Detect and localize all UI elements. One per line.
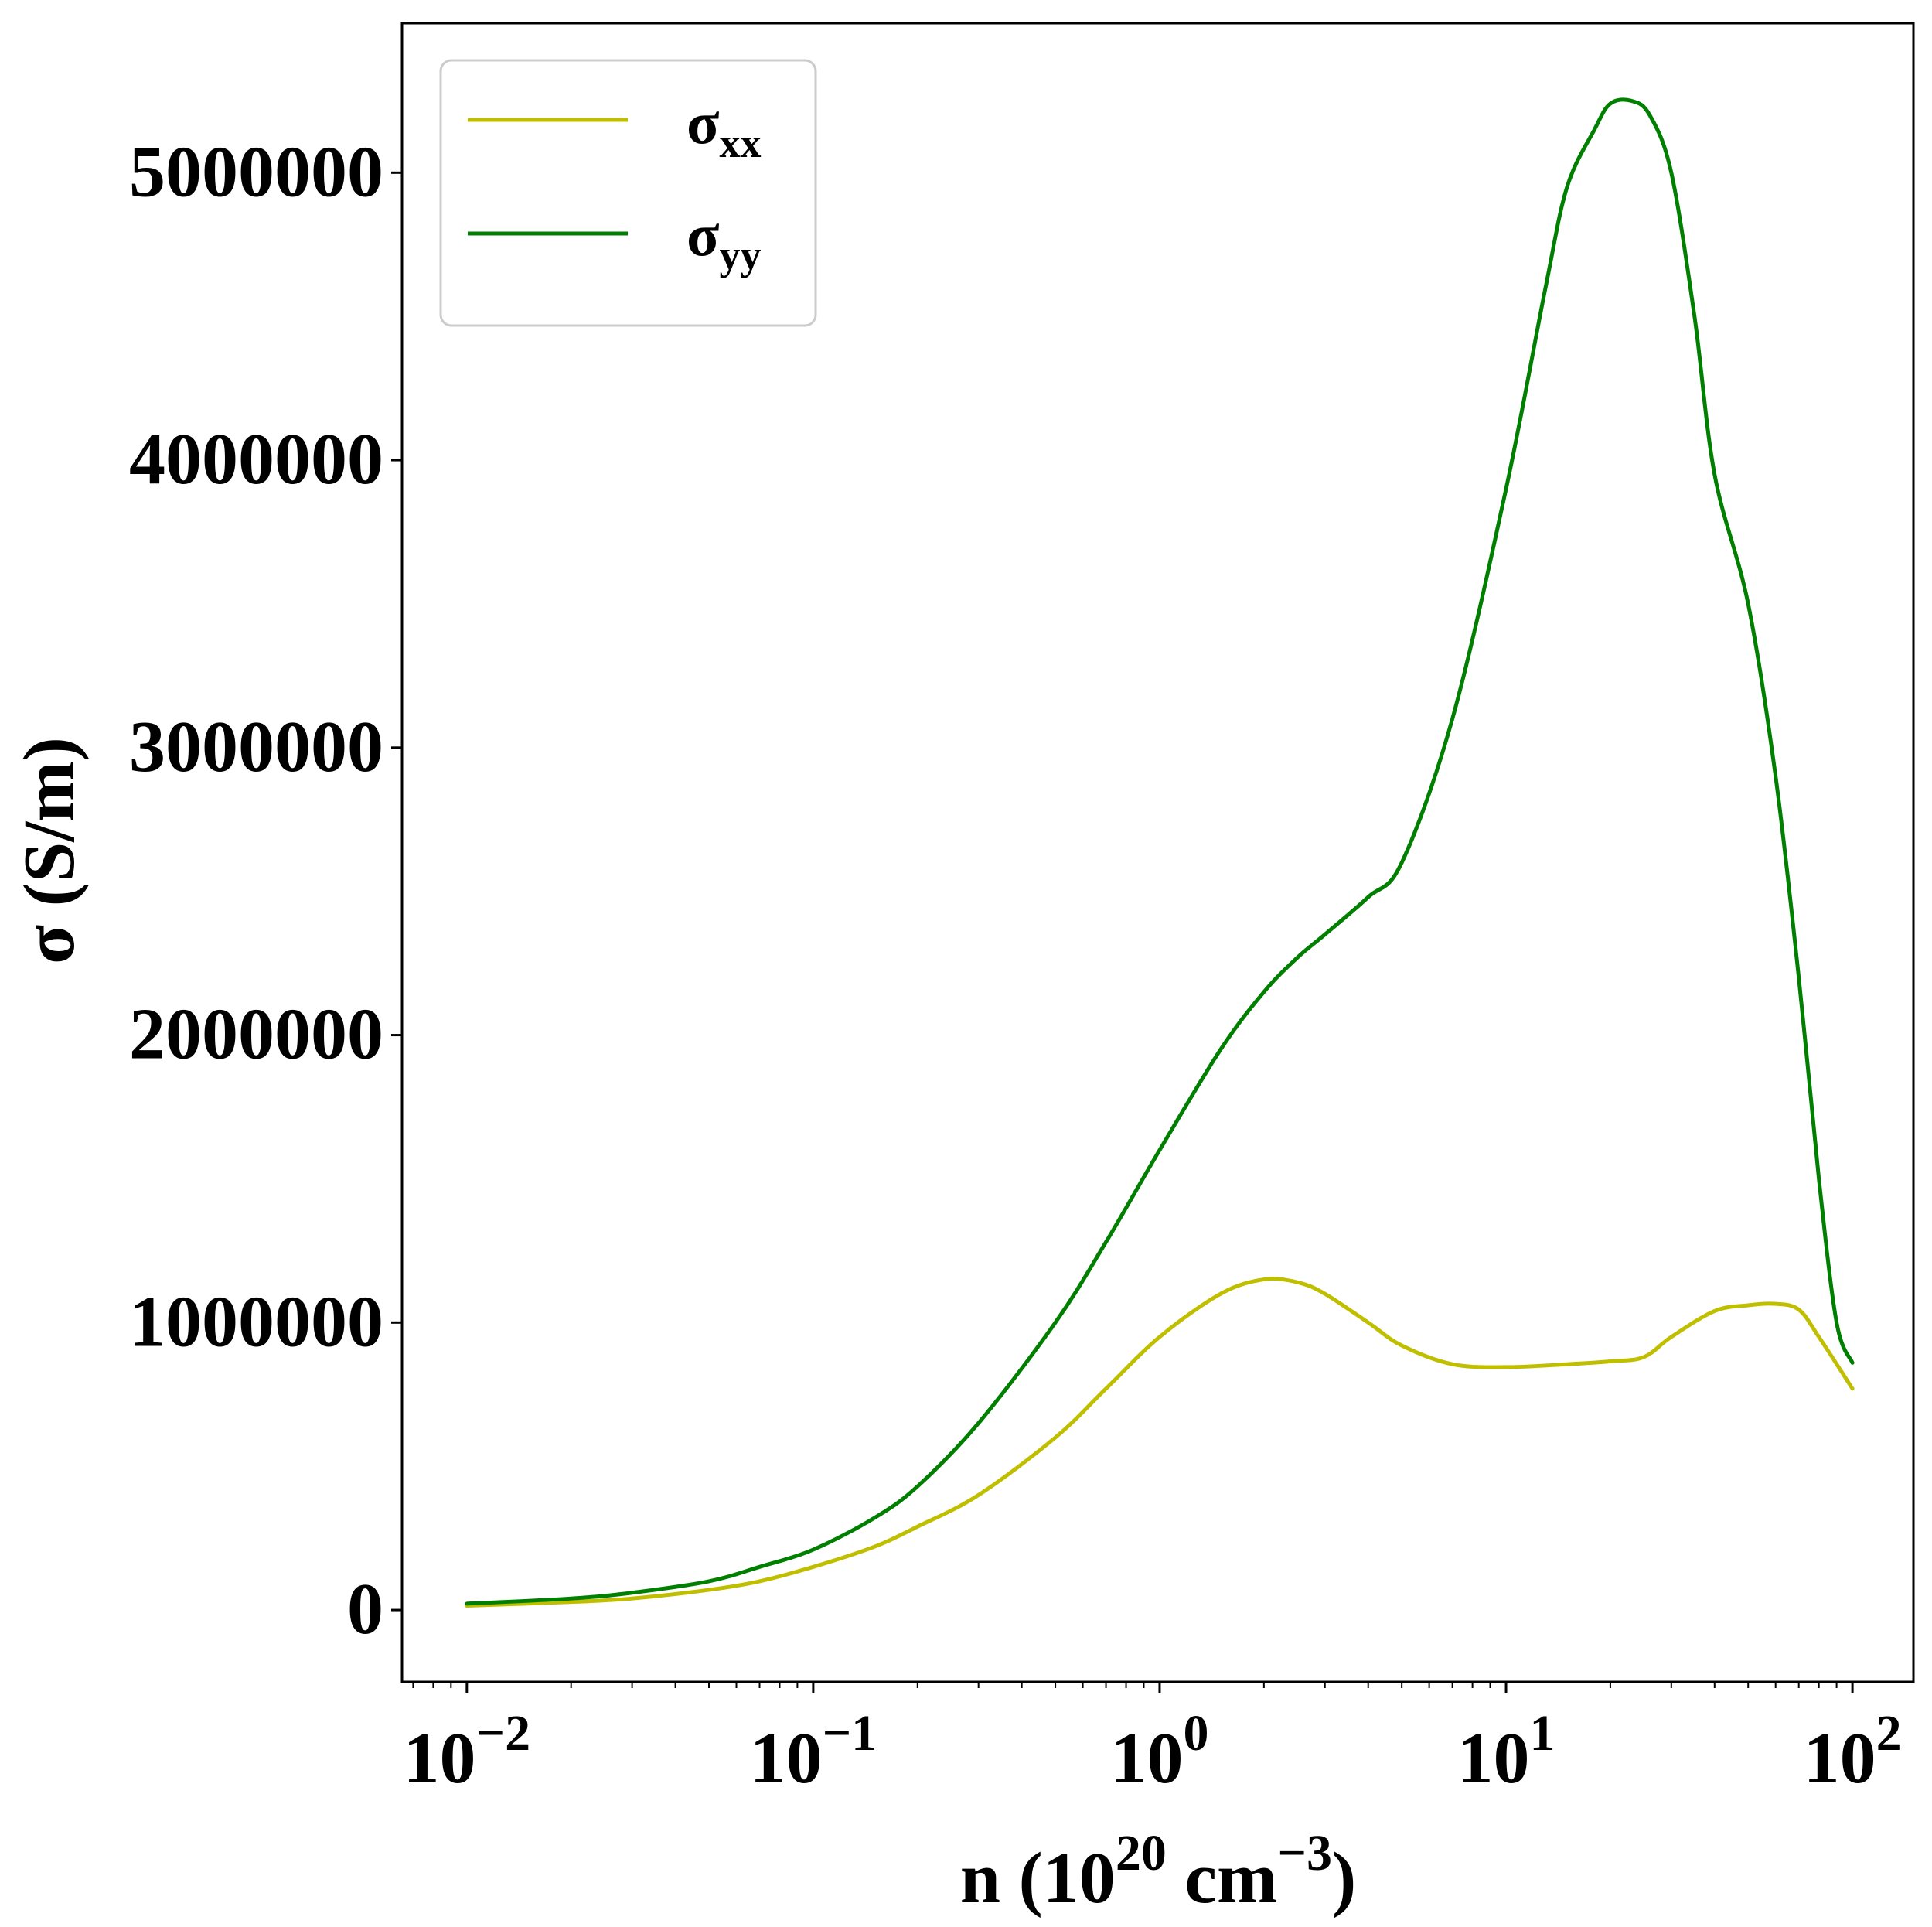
x-tick-label-2: 100 [1110, 1705, 1208, 1799]
y-tick-label-5: 5000000 [129, 131, 383, 212]
legend: σxx σyy [439, 59, 817, 327]
y-tick-label-1: 1000000 [129, 1281, 383, 1362]
y-tick-label-4: 4000000 [129, 419, 383, 500]
y-tick-label-3: 3000000 [129, 707, 383, 787]
x-tick-label-4: 102 [1804, 1705, 1902, 1799]
x-tick-label-3: 101 [1457, 1705, 1555, 1799]
y-axis-label: σ (S/m) [9, 737, 90, 964]
legend-label-sigma-yy: σyy [687, 201, 761, 278]
x-axis: 10−2 10−1 100 101 102 [404, 1682, 1902, 1799]
series-line-xx [465, 1277, 1855, 1608]
legend-label-sigma-xx: σxx [687, 89, 761, 166]
y-tick-label-0: 0 [347, 1569, 383, 1649]
x-tick-label-0: 10−2 [404, 1705, 531, 1799]
series-layer [465, 97, 1855, 1608]
x-tick-label-1: 10−1 [750, 1705, 877, 1799]
plot-frame [400, 22, 1915, 1683]
x-axis-label: n (1020 cm−3) [960, 1825, 1357, 1918]
y-axis: 0 1000000 2000000 3000000 4000000 5000000 [129, 131, 402, 1649]
y-tick-label-2: 2000000 [129, 994, 383, 1075]
legend-box [439, 59, 817, 327]
series-line-yy [465, 97, 1855, 1606]
